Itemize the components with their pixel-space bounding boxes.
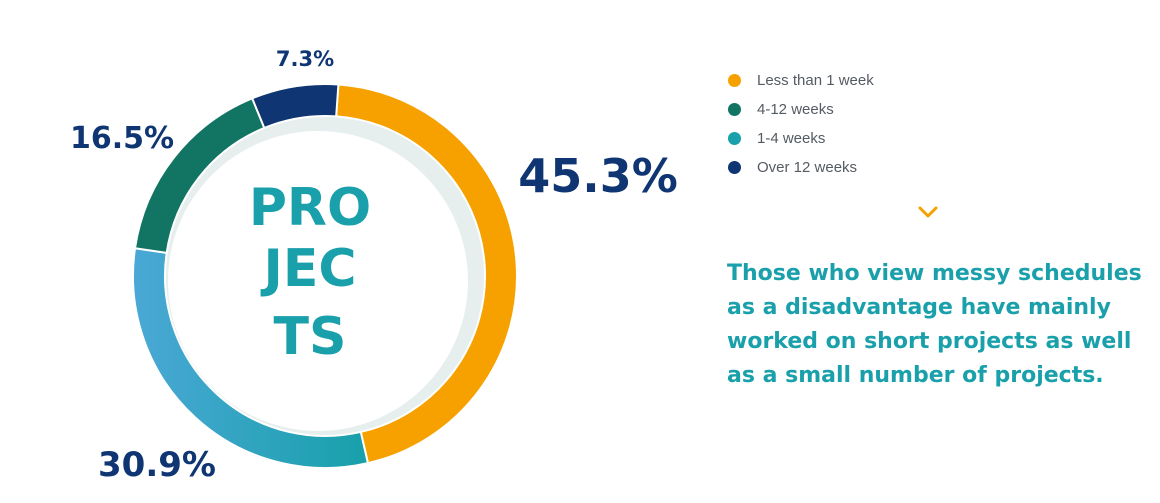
legend-swatch — [728, 161, 741, 174]
donut-slice-over-12-weeks — [250, 83, 340, 130]
legend-label: Less than 1 week — [757, 72, 874, 89]
data-label-1-4-weeks: 30.9% — [98, 445, 216, 485]
data-label-less-than-1-week: 45.3% — [518, 149, 678, 203]
donut-center-text: JEC — [260, 239, 356, 299]
legend-item: Over 12 weeks — [728, 153, 874, 182]
data-label-over-12-weeks: 7.3% — [276, 47, 334, 71]
legend-item: 1-4 weeks — [728, 124, 874, 153]
legend-label: 1-4 weeks — [757, 130, 826, 147]
legend-label: Over 12 weeks — [757, 159, 858, 176]
chevron-down-icon[interactable] — [917, 205, 939, 219]
legend-swatch — [728, 74, 741, 87]
legend-item: Less than 1 week — [728, 66, 874, 95]
donut-inner-face — [168, 131, 468, 431]
legend-swatch — [728, 103, 741, 116]
takeaway-text: Those who view messy schedules as a disa… — [727, 261, 1142, 388]
legend-swatch — [728, 132, 741, 145]
donut-center-text: PRO — [249, 178, 371, 238]
chart-legend: Less than 1 week 4-12 weeks 1-4 weeks Ov… — [728, 66, 874, 182]
legend-label: 4-12 weeks — [757, 101, 834, 118]
donut-center-text: TS — [274, 307, 347, 367]
legend-item: 4-12 weeks — [728, 95, 874, 124]
data-label-4-12-weeks: 16.5% — [70, 121, 174, 156]
